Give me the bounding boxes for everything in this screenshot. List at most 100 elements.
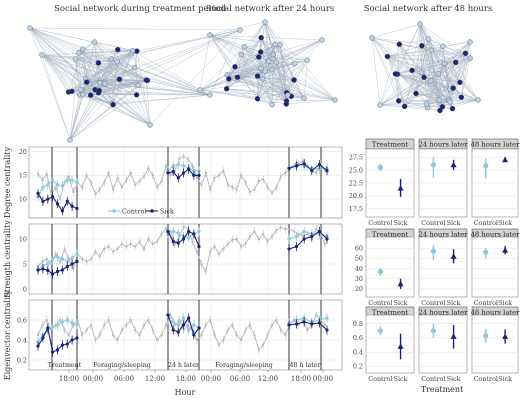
network-edge [241,54,308,61]
sick-summary-point [450,161,457,168]
sick-point [192,173,196,177]
network-edge [415,41,471,94]
network-edge [265,44,281,72]
summary-x-tick-label: Control [368,299,392,307]
network-edge [371,23,421,39]
network-edge [419,23,443,107]
background-point [59,198,62,201]
network-node [413,90,419,97]
background-point [217,343,221,347]
network-edge [41,54,148,81]
summary-y-tick-label: 50 [355,255,363,263]
network-edge [404,58,471,107]
network-edge [94,41,137,96]
sick-point [295,322,299,326]
network-edge [439,99,479,111]
network-edge [69,49,118,141]
period-labels: Treatment Foraging/sleeping 24 h later Fora… [48,362,333,397]
network-edge [29,27,83,50]
sick-point [65,199,69,203]
background-point [257,180,260,183]
network-edge [275,44,292,97]
network-node [97,79,103,86]
sick-point [70,204,74,208]
sick-point [295,164,299,168]
network-edge [69,94,137,141]
background-point [191,164,194,167]
summary-facet: 24 hours later Control Sick [419,306,468,383]
control-point [75,180,79,185]
network-edge [117,49,139,86]
network-edge [98,79,147,94]
network-edge [111,58,114,105]
network-edge [29,27,91,96]
network-node [270,51,276,58]
network-edge [430,80,441,111]
background-point [85,328,88,332]
y-tick-label: 0.4 [17,336,27,344]
network-node [262,68,268,74]
summary-x-tick-label: Control [421,375,445,383]
control-point [65,318,69,322]
y-tick-label: 0 [23,285,27,293]
network-edge [286,99,336,102]
background-point [253,188,256,191]
sick-point [46,268,50,273]
background-point [315,313,318,317]
background-point [41,179,44,182]
network-node [102,80,108,87]
background-point [59,260,62,263]
x-tick-label: 06:00 [114,375,134,383]
background-point [142,175,146,178]
network-edge [264,21,281,45]
background-point [169,313,172,317]
network-node [277,41,283,48]
network-title: Social network after 24 hours [206,4,335,14]
network-node [110,101,116,108]
network-edge [419,23,451,90]
network-edge [419,23,440,101]
network-edge [404,38,429,107]
background-point [209,318,212,322]
background-point [112,250,115,253]
network-edge [442,46,451,102]
background-point [156,186,159,189]
sick-point [166,313,170,317]
network-edge [279,44,295,81]
network-edge [136,29,241,52]
network-edge [431,50,479,101]
network-node [425,36,431,42]
control-summary-point [483,249,489,255]
network-edge [99,85,139,91]
sick-point [197,244,201,249]
network-edge [268,61,288,96]
network-edge [303,60,308,99]
background-point [284,227,287,231]
control-point [176,162,180,167]
panel-frame [28,299,343,371]
background-point [45,318,48,322]
background-point [301,318,304,322]
network-edge [82,79,147,95]
control-point [46,262,50,266]
sick-point [75,259,79,264]
control-point [197,169,201,173]
network-node [237,27,243,33]
background-point [81,186,84,189]
background-point [222,169,225,172]
sick-point [36,191,40,195]
facet-frame [471,314,519,374]
network-edge [134,67,139,86]
x-tick-label: 00:00 [313,375,333,383]
sick-point [295,244,299,249]
network-edge [287,63,295,96]
network-title: Social network after 48 hours [364,4,493,14]
network-edge [261,37,277,63]
network-edge [271,69,336,101]
network-node [67,137,73,143]
control-point [176,323,180,327]
sick-summary-point [502,333,509,339]
background-point [107,318,110,322]
sick-point [181,171,186,175]
sick-point [192,333,196,337]
